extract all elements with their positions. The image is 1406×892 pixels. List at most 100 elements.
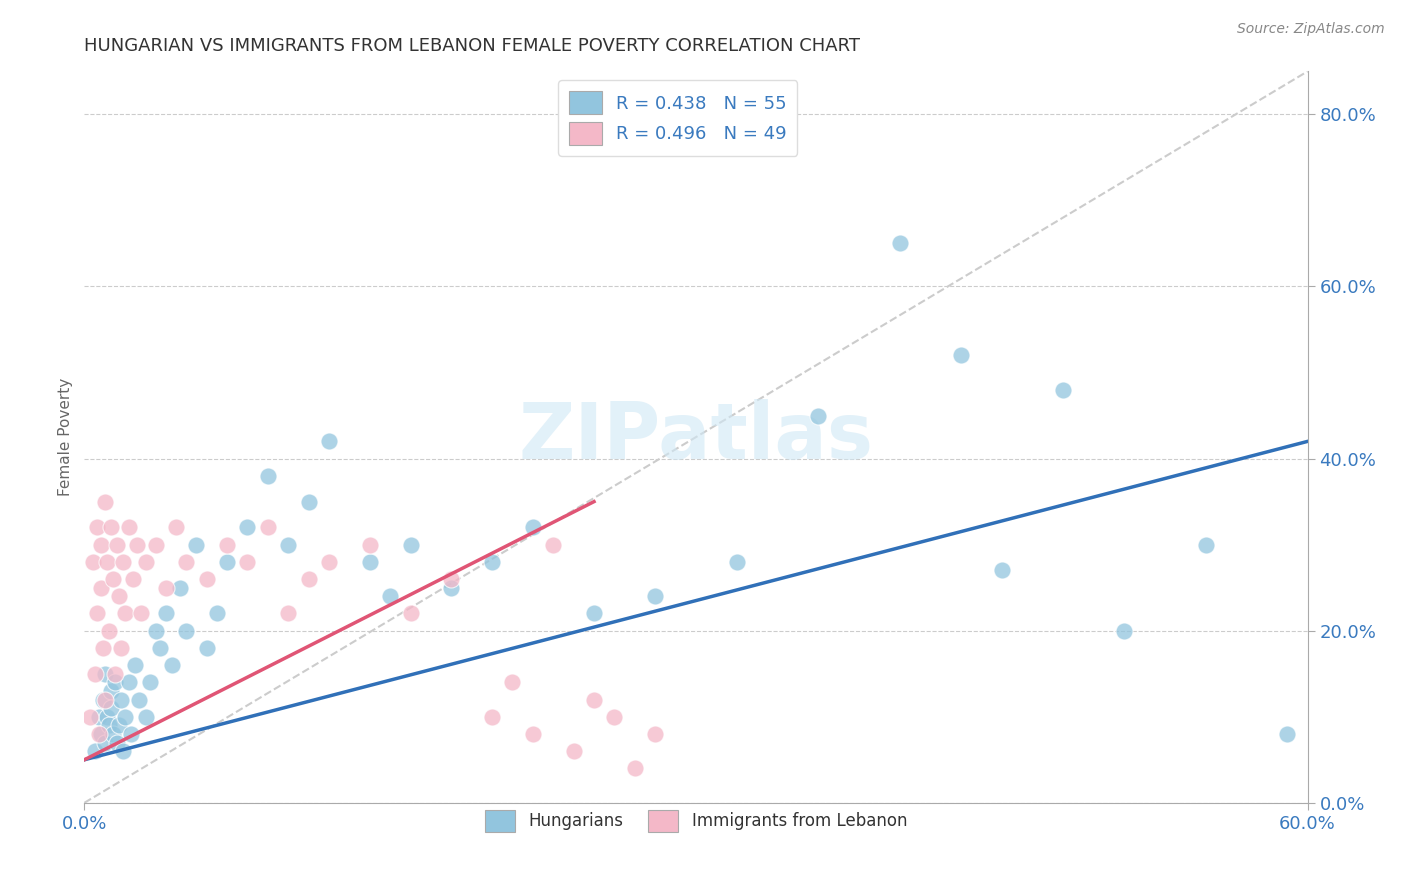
Point xyxy=(359,555,381,569)
Point xyxy=(101,572,124,586)
Point xyxy=(122,572,145,586)
Point xyxy=(86,607,108,621)
Point xyxy=(318,434,340,449)
Point xyxy=(97,624,120,638)
Point xyxy=(120,727,142,741)
Point xyxy=(318,555,340,569)
Point xyxy=(110,692,132,706)
Point xyxy=(101,727,124,741)
Point xyxy=(257,520,280,534)
Point xyxy=(195,572,218,586)
Point xyxy=(1114,624,1136,638)
Point xyxy=(90,727,112,741)
Point xyxy=(380,589,402,603)
Point xyxy=(105,735,128,749)
Point xyxy=(298,494,321,508)
Point xyxy=(205,607,228,621)
Point xyxy=(79,710,101,724)
Point xyxy=(135,710,157,724)
Point xyxy=(127,538,149,552)
Point xyxy=(114,607,136,621)
Point xyxy=(108,589,131,603)
Point xyxy=(950,348,973,362)
Point xyxy=(110,640,132,655)
Point xyxy=(440,572,463,586)
Point xyxy=(277,607,299,621)
Point xyxy=(155,581,177,595)
Point xyxy=(83,666,105,681)
Point xyxy=(96,710,118,724)
Point xyxy=(562,744,585,758)
Point xyxy=(644,589,666,603)
Point xyxy=(359,538,381,552)
Point xyxy=(124,658,146,673)
Point xyxy=(1052,383,1074,397)
Point xyxy=(1277,727,1299,741)
Point xyxy=(104,675,127,690)
Point xyxy=(91,640,114,655)
Point xyxy=(543,538,565,552)
Point xyxy=(96,555,118,569)
Point xyxy=(83,744,105,758)
Point xyxy=(145,538,167,552)
Point xyxy=(128,692,150,706)
Point xyxy=(481,710,503,724)
Point xyxy=(93,735,115,749)
Point xyxy=(87,710,110,724)
Point xyxy=(644,727,666,741)
Point xyxy=(502,675,524,690)
Text: HUNGARIAN VS IMMIGRANTS FROM LEBANON FEMALE POVERTY CORRELATION CHART: HUNGARIAN VS IMMIGRANTS FROM LEBANON FEM… xyxy=(84,37,860,54)
Point xyxy=(1195,538,1218,552)
Point xyxy=(100,684,122,698)
Y-axis label: Female Poverty: Female Poverty xyxy=(58,378,73,496)
Point xyxy=(298,572,321,586)
Point xyxy=(624,761,647,775)
Point xyxy=(82,555,104,569)
Point xyxy=(889,236,911,251)
Point xyxy=(149,640,172,655)
Point xyxy=(186,538,208,552)
Point xyxy=(174,624,197,638)
Point xyxy=(195,640,218,655)
Point xyxy=(583,607,606,621)
Point xyxy=(108,718,131,732)
Point xyxy=(112,555,135,569)
Point xyxy=(522,520,544,534)
Point xyxy=(481,555,503,569)
Point xyxy=(90,538,112,552)
Point xyxy=(135,555,157,569)
Point xyxy=(399,538,422,552)
Point xyxy=(991,564,1014,578)
Point xyxy=(217,538,239,552)
Point xyxy=(440,581,463,595)
Point xyxy=(145,624,167,638)
Point xyxy=(277,538,299,552)
Legend: Hungarians, Immigrants from Lebanon: Hungarians, Immigrants from Lebanon xyxy=(478,804,914,838)
Point xyxy=(174,555,197,569)
Point xyxy=(91,692,114,706)
Point xyxy=(97,718,120,732)
Point xyxy=(90,581,112,595)
Point xyxy=(165,520,187,534)
Point xyxy=(217,555,239,569)
Point xyxy=(138,675,160,690)
Point xyxy=(87,727,110,741)
Point xyxy=(160,658,183,673)
Point xyxy=(522,727,544,741)
Point xyxy=(112,744,135,758)
Point xyxy=(100,701,122,715)
Point xyxy=(583,692,606,706)
Point xyxy=(118,520,141,534)
Point xyxy=(93,666,115,681)
Point xyxy=(105,538,128,552)
Point xyxy=(399,607,422,621)
Point xyxy=(93,692,115,706)
Point xyxy=(100,520,122,534)
Point xyxy=(86,520,108,534)
Point xyxy=(807,409,830,423)
Point xyxy=(131,607,153,621)
Text: ZIPatlas: ZIPatlas xyxy=(519,399,873,475)
Point xyxy=(257,468,280,483)
Point xyxy=(236,555,259,569)
Point xyxy=(236,520,259,534)
